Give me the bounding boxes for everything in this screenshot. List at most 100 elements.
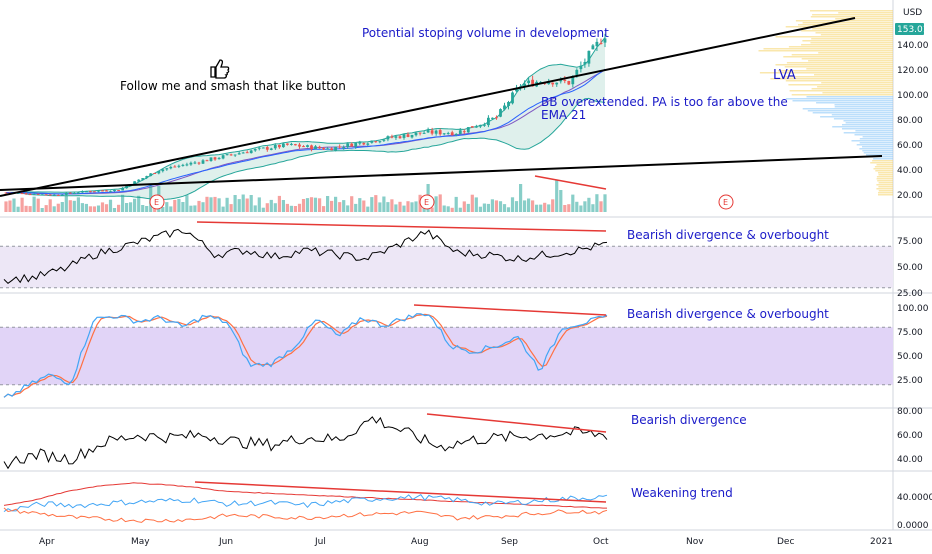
candle-body [563,79,567,81]
candle-body [101,190,104,192]
candle-body [121,187,124,191]
volume-profile-bar [822,92,893,94]
candle-body [547,81,551,85]
candle-body [342,147,346,149]
candle-body [454,133,458,135]
volume-bar [502,204,507,212]
volume-bar [567,204,571,212]
volume-profile-bar [788,46,893,48]
volume-bar [470,194,474,212]
volume-bar [555,180,559,212]
candle-body [249,150,253,154]
volume-bar [366,206,370,212]
time-axis-label: Jun [218,537,233,547]
candle-body [237,153,241,155]
candle-body [213,157,217,160]
volume-bar [446,206,450,212]
rsi-band [0,246,893,288]
volume-bar [486,203,490,212]
candle-body [583,62,587,65]
candle-body [603,38,607,43]
volume-bar [301,199,306,212]
volume-bar [112,208,117,212]
volume-profile-bar [878,190,893,192]
volume-profile-bar [801,44,893,46]
time-axis-label: May [131,537,150,547]
price-tick-label: 40.00 [897,166,923,176]
rsi-line [3,228,608,284]
candle-body [442,133,446,135]
volume-profile-bar [856,144,893,146]
volume-profile-bar [873,158,893,160]
volume-bar [205,196,209,212]
volume-profile-bar [855,130,893,132]
volume-bar [269,199,273,212]
volume-bar [382,196,386,212]
candle-body [386,136,390,140]
volume-bar [80,203,84,212]
volume-bar [245,198,249,212]
candle-body [113,189,116,191]
candle-body [24,193,28,195]
volume-profile-bar [806,68,893,70]
volume-bar [563,205,567,212]
candle-body [298,144,301,147]
candle-body [177,165,181,167]
candle-body [426,130,430,133]
annotation-lva: LVA [773,68,796,83]
time-axis-label: Dec [777,537,794,547]
candle-body [579,65,583,70]
volume-profile-bar [859,138,893,140]
candle-body [286,143,289,145]
candle-body [97,190,100,192]
volume-bar [297,203,302,212]
di-minus-line [3,507,608,523]
candle-body [109,191,112,193]
volume-profile-bar [785,26,893,28]
volume-profile-bar [862,136,893,138]
volume-profile-bar [842,128,893,130]
volume-bar [285,203,289,212]
volume-bar [217,198,221,212]
volume-profile-bar [801,58,893,60]
candle-body [474,126,478,128]
volume-bar [450,207,454,212]
volume-bar [390,199,394,212]
annotation-osc3: Bearish divergence [631,413,747,427]
volume-bar [527,198,531,212]
volume-profile-bar [838,12,893,14]
volume-profile-bar [810,42,893,44]
volume-bar [241,194,245,212]
volume-profile-bar [854,134,893,136]
volume-profile-bar [811,38,893,40]
volume-bar [535,204,539,212]
volume-bar [442,205,446,212]
volume-profile-bar [815,32,893,34]
candle-body [370,140,374,143]
candle-body [221,155,225,159]
volume-bar [117,204,121,212]
candle-body [458,130,462,135]
volume-bar [398,201,402,212]
volume-bar [514,201,519,212]
volume-bar [209,197,213,212]
volume-profile-bar [878,194,893,196]
volume-profile-bar [834,106,893,108]
volume-profile-bar [775,36,893,38]
volume-bar [350,196,354,212]
candle-body [68,192,72,194]
candle-body [394,136,398,138]
volume-bar [378,202,382,212]
stoch-band [0,327,893,385]
candle-body [503,105,506,110]
volume-bar [599,201,603,212]
candle-body [217,158,221,160]
volume-bar [342,200,346,212]
candle-body [527,80,530,83]
candle-body [4,192,8,194]
candle-body [551,82,555,85]
candle-body [197,162,201,164]
candle-body [374,141,378,143]
rsi-divergence-line [196,221,607,232]
